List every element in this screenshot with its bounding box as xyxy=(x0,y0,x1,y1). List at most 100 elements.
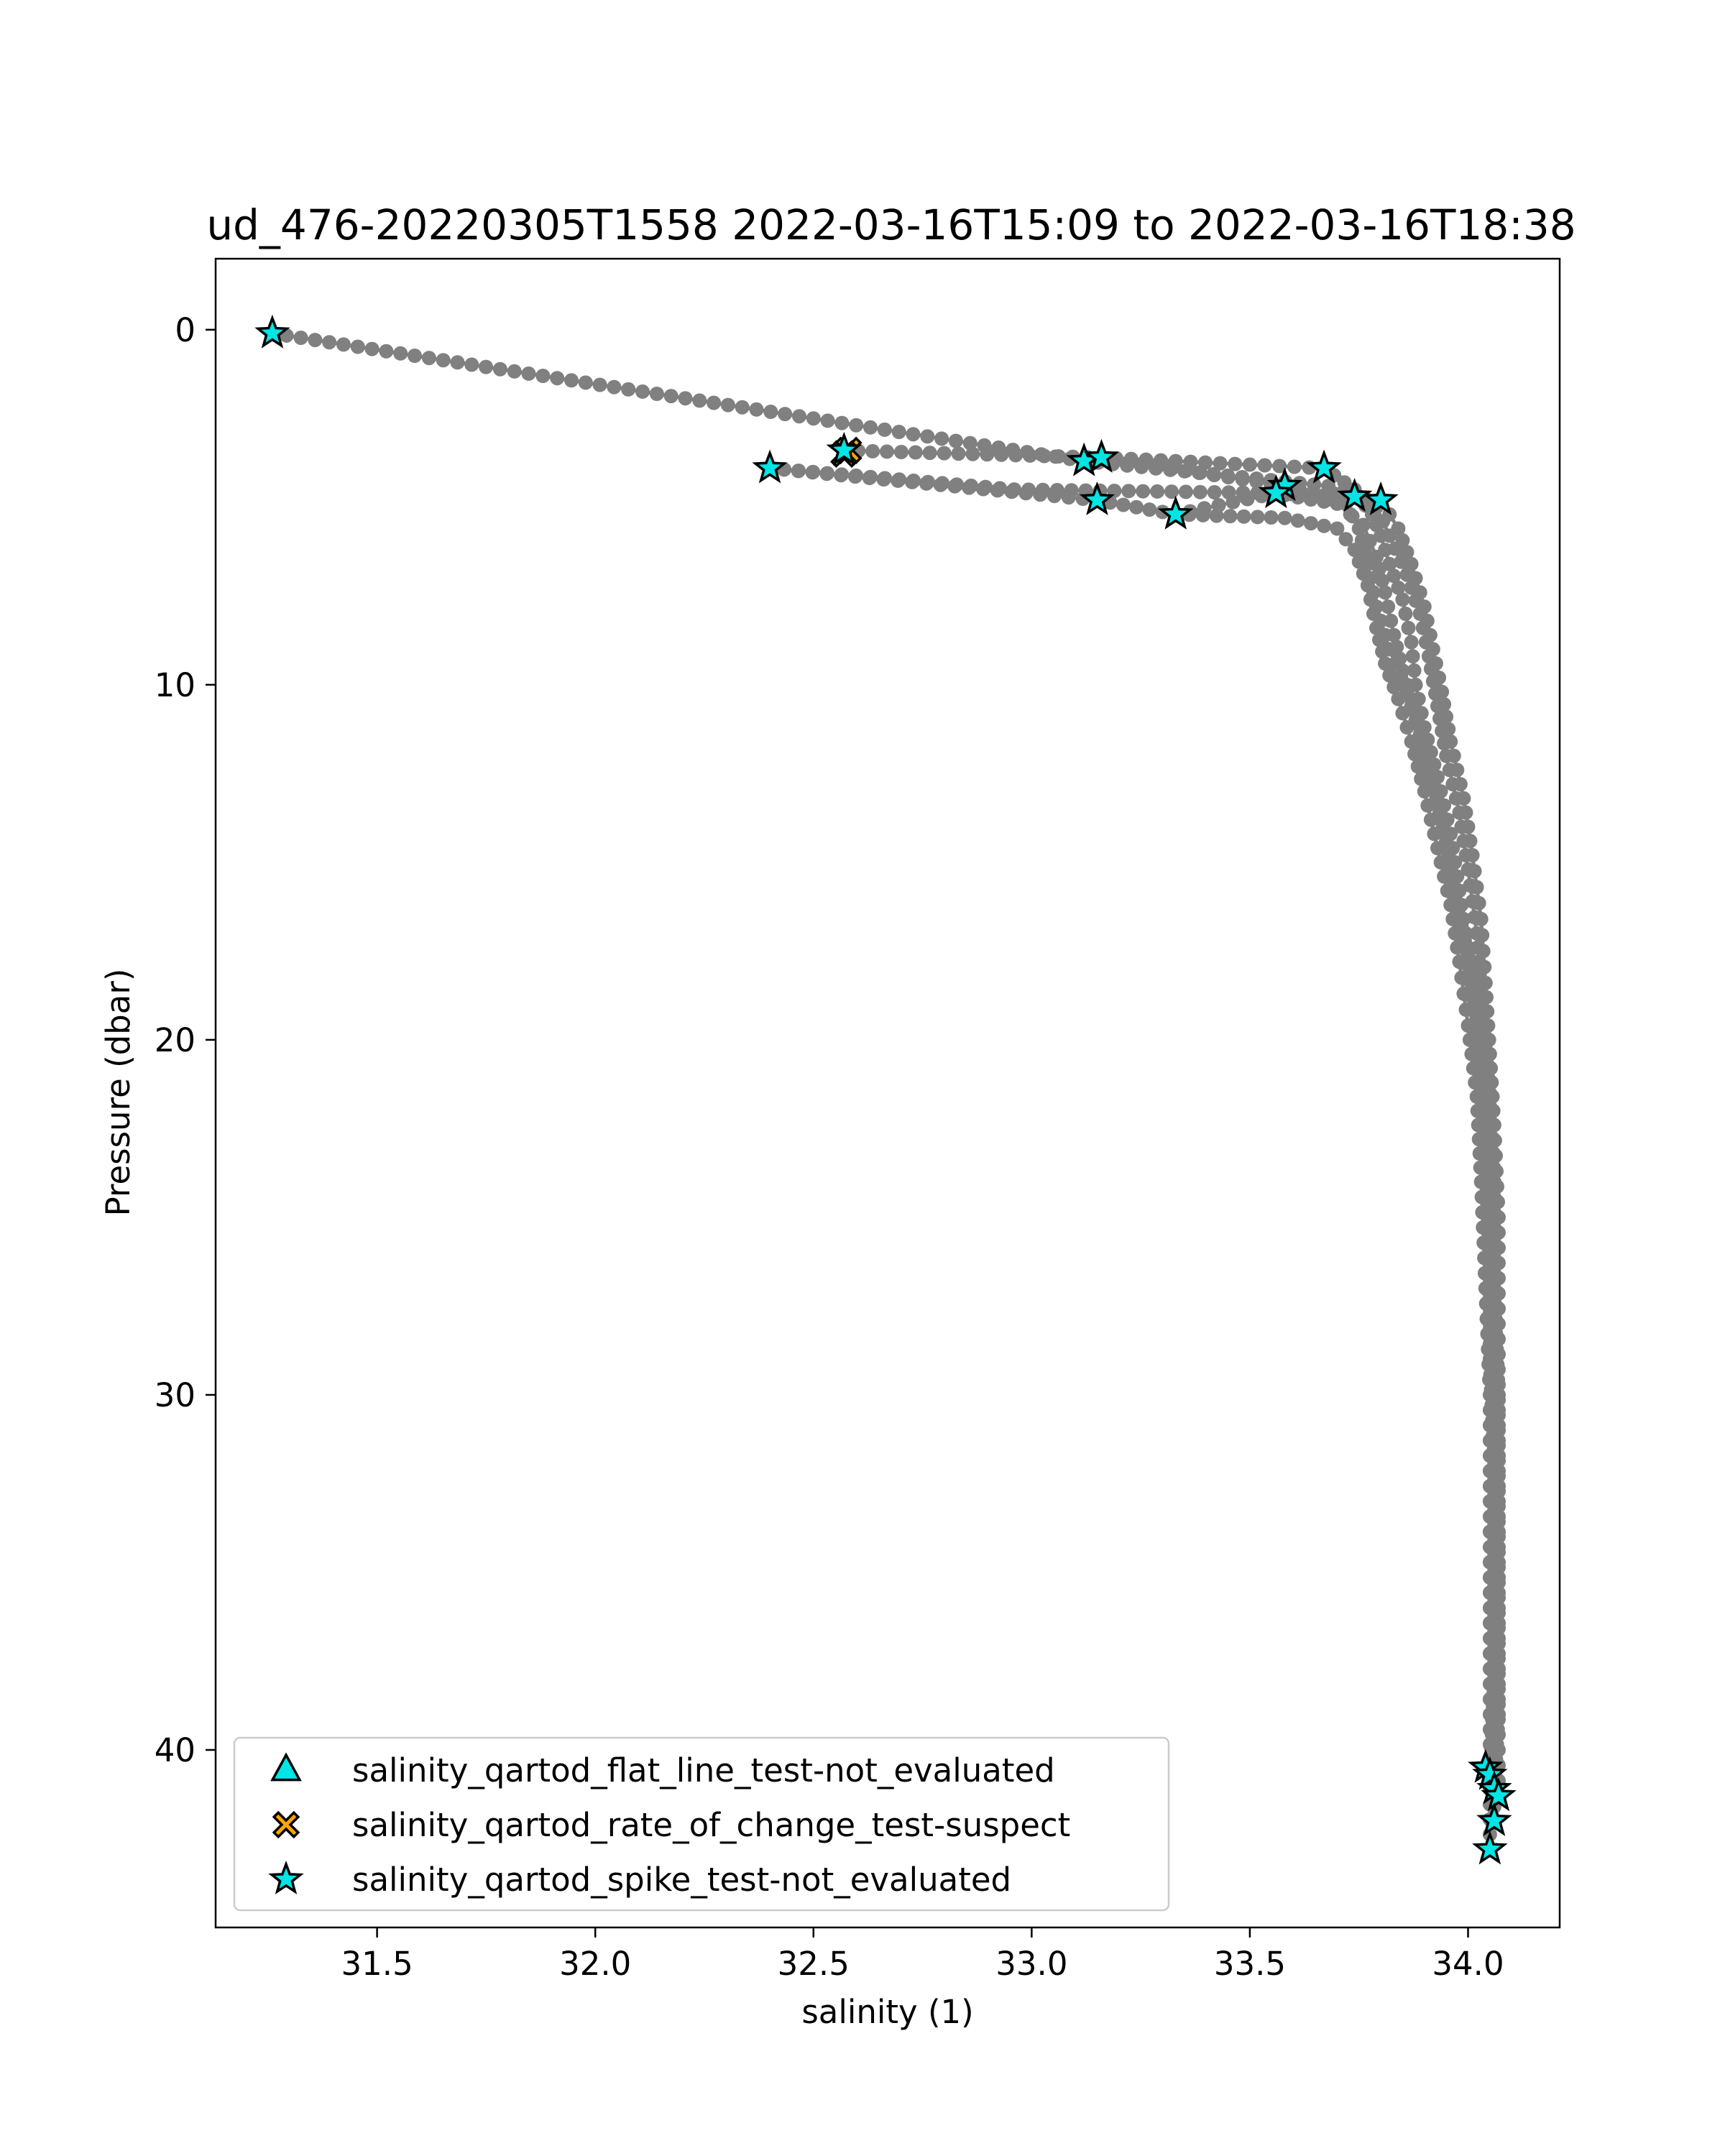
profile-line-4 xyxy=(763,461,1497,1857)
profile-point xyxy=(1223,509,1238,524)
profile-point xyxy=(308,333,323,348)
profile-point xyxy=(863,420,878,435)
profile-point xyxy=(1018,486,1034,501)
profile-point xyxy=(492,361,507,377)
profile-point xyxy=(1448,890,1463,906)
profile-point xyxy=(1432,805,1447,820)
profile-point xyxy=(1290,513,1305,528)
qc-marker-star xyxy=(254,314,290,349)
profile-point xyxy=(1399,545,1414,560)
y-tick-label: 40 xyxy=(155,1731,196,1769)
profile-point xyxy=(592,377,607,392)
profile-point xyxy=(1366,585,1381,600)
profile-point xyxy=(379,344,394,359)
profile-point xyxy=(1395,533,1410,548)
profile-point xyxy=(1441,848,1456,862)
profile-point xyxy=(1482,1281,1497,1296)
profile-point xyxy=(1490,1179,1504,1194)
profile-point xyxy=(1443,862,1458,877)
profile-point xyxy=(1287,459,1302,474)
profile-point xyxy=(1405,649,1420,664)
profile-point xyxy=(1264,510,1279,525)
profile-point xyxy=(1417,599,1432,614)
legend-box xyxy=(233,1736,1170,1912)
profile-point xyxy=(735,400,750,415)
profile-point xyxy=(1484,1382,1499,1397)
profile-point xyxy=(1491,1210,1506,1225)
profile-point xyxy=(1408,571,1423,586)
profile-point xyxy=(1450,905,1466,919)
profile-point xyxy=(1479,1191,1494,1206)
profile-point xyxy=(1374,613,1389,628)
profile-point xyxy=(1375,573,1390,588)
profile-point xyxy=(1292,483,1307,498)
qc-marker-star xyxy=(1258,474,1294,509)
y-axis-label: Pressure (dbar) xyxy=(99,969,137,1217)
profile-point xyxy=(293,331,308,345)
profile-point xyxy=(1482,1046,1497,1061)
profile-point xyxy=(1476,1129,1491,1144)
profile-point xyxy=(1257,458,1272,473)
profile-point xyxy=(1478,1160,1493,1175)
profile-point xyxy=(1207,485,1222,499)
x-tick-label: 33.0 xyxy=(995,1945,1067,1983)
profile-point xyxy=(1404,556,1419,571)
profile-point xyxy=(1416,740,1431,755)
legend-marker-x xyxy=(272,1810,300,1839)
profile-point xyxy=(336,337,351,352)
profile-point xyxy=(1486,1699,1501,1714)
profile-point xyxy=(1485,1413,1500,1428)
profile-point xyxy=(1408,713,1423,728)
profile-point xyxy=(1457,933,1472,948)
profile-point xyxy=(1136,484,1151,499)
profile-path xyxy=(769,466,1492,1850)
profile-point xyxy=(1242,457,1257,472)
profile-point xyxy=(1425,777,1440,792)
profile-point xyxy=(1465,979,1480,994)
profile-point xyxy=(1382,642,1397,657)
legend-marker-triangle xyxy=(270,1752,302,1782)
profile-point xyxy=(1422,627,1438,642)
profile-point xyxy=(1477,959,1492,975)
profile-point xyxy=(436,353,451,368)
profile-point xyxy=(1465,848,1480,862)
profile-point xyxy=(1228,456,1243,471)
profile-point xyxy=(1476,944,1491,959)
profile-point xyxy=(1486,1489,1501,1504)
profile-point xyxy=(1401,620,1416,635)
profile-point xyxy=(994,447,1009,462)
profile-point xyxy=(962,436,978,451)
profile-point xyxy=(1192,484,1208,499)
profile-point xyxy=(1484,1726,1499,1741)
profile-point xyxy=(1450,763,1465,778)
y-tick-label: 30 xyxy=(155,1376,196,1414)
y-tick-label: 0 xyxy=(175,311,196,349)
profile-point xyxy=(806,411,821,426)
profile-point xyxy=(1479,990,1494,1005)
profile-point xyxy=(1482,1337,1497,1353)
profile-point xyxy=(1484,1061,1499,1076)
qc-marker-star xyxy=(1472,1756,1508,1790)
profile-point xyxy=(663,389,678,404)
profile-point xyxy=(1482,1309,1497,1325)
profile-point xyxy=(1458,805,1473,820)
profile-point xyxy=(1487,1133,1502,1148)
profile-point xyxy=(1394,671,1409,685)
profile-point xyxy=(1323,492,1338,507)
profile-point xyxy=(1481,1032,1496,1047)
profile-point xyxy=(865,443,880,459)
profile-point xyxy=(1481,1018,1496,1033)
profile-point xyxy=(1129,499,1144,515)
profile-point xyxy=(1486,1473,1501,1488)
profile-point xyxy=(1473,1082,1489,1097)
y-tick-label: 20 xyxy=(155,1021,196,1059)
profile-point xyxy=(805,465,820,480)
profile-point xyxy=(1420,613,1435,628)
profile-point xyxy=(847,469,862,484)
profile-point xyxy=(976,482,990,497)
profile-point xyxy=(1486,1626,1501,1641)
profile-point xyxy=(880,444,894,459)
profile-point xyxy=(1482,1253,1497,1268)
profile-point xyxy=(1486,1672,1501,1687)
profile-point xyxy=(322,335,337,350)
